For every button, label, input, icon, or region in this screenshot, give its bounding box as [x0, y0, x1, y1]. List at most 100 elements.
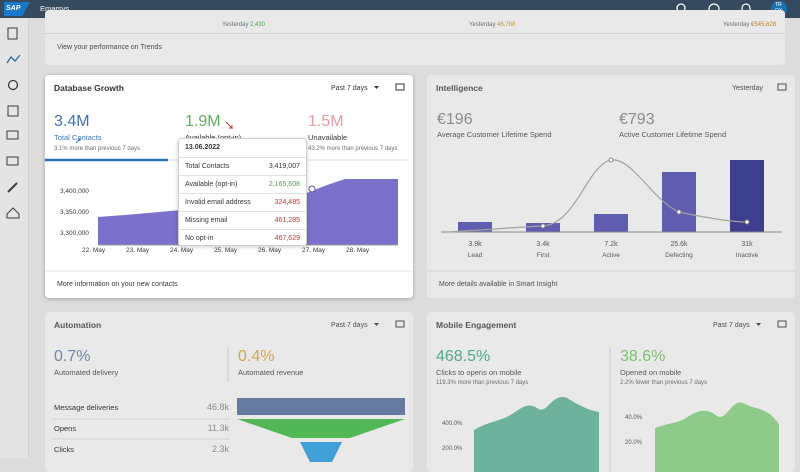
nav-icon[interactable] — [7, 79, 19, 91]
comment-icon[interactable] — [777, 320, 787, 328]
y-tick-label: 40.0% — [625, 415, 643, 421]
row-label: Clicks — [54, 445, 74, 454]
sap-logo[interactable] — [4, 2, 30, 16]
row-value: 2.3k — [211, 444, 229, 454]
bell-icon[interactable] — [741, 3, 751, 13]
tooltip-row-line — [179, 157, 306, 158]
card-title: Intelligence — [436, 83, 483, 93]
bar-label: First — [536, 252, 550, 259]
bar-value: 25.6k — [670, 241, 688, 248]
kpi-value: 38.6% — [620, 348, 666, 365]
kpi-value: 1.5M — [308, 113, 344, 130]
kpi-label: Available (opt-in) — [185, 134, 241, 142]
trend-label: Yesterday — [469, 22, 496, 28]
curve-point — [608, 157, 614, 163]
tooltip-value: 467,629 — [274, 235, 300, 242]
tooltip-label: Invalid email address — [185, 199, 251, 206]
x-tick-label: 23. May — [126, 247, 150, 254]
footer-link[interactable]: More details available in Smart Insight — [439, 281, 558, 288]
card-title: Database Growth — [54, 83, 124, 93]
x-tick-label: 27. May — [302, 247, 326, 254]
kpi-note: 43.2% more than previous 7 days — [308, 146, 398, 152]
nav-icon[interactable] — [7, 105, 19, 117]
bar-label: Lead — [467, 252, 483, 259]
tooltip: 13.06.2022 Total Contacts 3,419,007 Availab… — [178, 138, 307, 246]
trends-link[interactable]: View your performance on Trends — [57, 44, 162, 51]
y-tick-label: 400.0% — [442, 421, 463, 427]
kpi-label: Average Customer Lifetime Spend — [437, 130, 552, 139]
x-tick-label: 24. May — [170, 247, 194, 254]
dropdown-arrow[interactable] — [374, 86, 379, 89]
comment-icon[interactable] — [395, 83, 405, 91]
tooltip-row-line — [179, 229, 306, 230]
kpi-value: 0.4% — [238, 348, 275, 365]
period-select[interactable]: Past 7 days — [331, 322, 368, 329]
bar — [594, 214, 628, 232]
period-select[interactable]: Past 7 days — [331, 85, 368, 92]
kpi-value: 1.9M — [185, 113, 221, 130]
kpi-label: Clicks to opens on mobile — [436, 368, 522, 377]
bar-value: 7.2k — [604, 241, 618, 248]
kpi-label: Automated revenue — [238, 368, 304, 377]
card-title: Mobile Engagement — [436, 320, 517, 330]
kpi-value: €196 — [437, 111, 473, 128]
bar — [458, 222, 492, 232]
nav-icon[interactable] — [6, 156, 19, 166]
tooltip-row-line — [179, 193, 306, 194]
kpi-label: Total Contacts — [54, 133, 102, 142]
footer-link[interactable]: More information on your new contacts — [57, 281, 178, 288]
kpi-label: Active Customer Lifetime Spend — [619, 130, 727, 139]
area — [655, 402, 779, 472]
bar-label: Active — [602, 252, 620, 259]
trend-label: Yesterday — [723, 22, 750, 28]
tooltip-label: No opt-in — [185, 235, 214, 242]
nav-icon[interactable] — [6, 54, 21, 64]
y-tick-label: 200.0% — [442, 446, 463, 452]
period[interactable]: Yesterday — [732, 85, 763, 92]
bar-value: 3.9k — [468, 241, 482, 248]
bar-label: Inactive — [735, 252, 759, 259]
nav-icon[interactable] — [7, 182, 18, 193]
trend-value: €545,628 — [751, 22, 777, 28]
intelligence-chart — [427, 83, 795, 272]
bar-label: Defecting — [665, 252, 693, 259]
tooltip-value: 324,485 — [274, 199, 300, 206]
dropdown-arrow[interactable] — [374, 323, 379, 326]
dropdown-arrow[interactable] — [756, 323, 761, 326]
funnel-stage — [237, 398, 405, 415]
sidebar-icons — [6, 27, 21, 219]
y-tick-label: 3,300,000 — [60, 230, 89, 237]
trend-up — [75, 138, 82, 144]
nav-icon[interactable] — [6, 207, 20, 219]
tooltip-row-line — [179, 211, 306, 212]
kpi-note: 2.2% fewer than previous 7 days — [620, 380, 708, 386]
brand: Emarsys — [40, 4, 70, 13]
period-select[interactable]: Past 7 days — [713, 322, 750, 329]
funnel-stage — [237, 419, 405, 438]
nav-icon[interactable] — [6, 130, 19, 140]
trend-value: 2,430 — [250, 22, 266, 28]
x-tick-label: 25. May — [214, 247, 238, 254]
bar-value: 31k — [741, 241, 753, 248]
divider — [45, 33, 785, 34]
bar — [662, 172, 696, 232]
tooltip-row-line — [179, 175, 306, 176]
trends-card: View your performance on Trends — [45, 10, 785, 65]
row-label: Opens — [54, 424, 77, 433]
curve-point — [540, 223, 546, 229]
intelligence-card: Intelligence Yesterday More details avai… — [427, 75, 795, 298]
trend-down — [225, 121, 233, 130]
tooltip-value: 461,285 — [274, 217, 300, 224]
nav-icon[interactable] — [7, 27, 18, 40]
trend-value: 46,768 — [497, 22, 516, 28]
comment-icon[interactable] — [777, 83, 787, 91]
comment-icon[interactable] — [395, 320, 405, 328]
sidebar — [0, 18, 29, 458]
kpi-value: €793 — [619, 111, 655, 128]
kpi-label: Automated delivery — [54, 368, 119, 377]
row-value: 11.3k — [207, 423, 229, 433]
tooltip-label: Total Contacts — [185, 163, 230, 170]
kpi-label: Opened on mobile — [620, 368, 682, 377]
card-title: Automation — [54, 320, 102, 330]
mobile-card: Mobile Engagement Past 7 days — [427, 312, 795, 472]
